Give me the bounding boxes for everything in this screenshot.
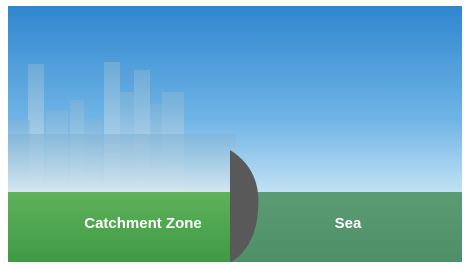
- left-label: Catchment Zone: [84, 215, 202, 232]
- scene: Catchment Zone Sea: [0, 0, 468, 268]
- page: {"labels": {"left": "Catchment Zone", "r…: [0, 0, 468, 268]
- right-label: Sea: [335, 215, 362, 232]
